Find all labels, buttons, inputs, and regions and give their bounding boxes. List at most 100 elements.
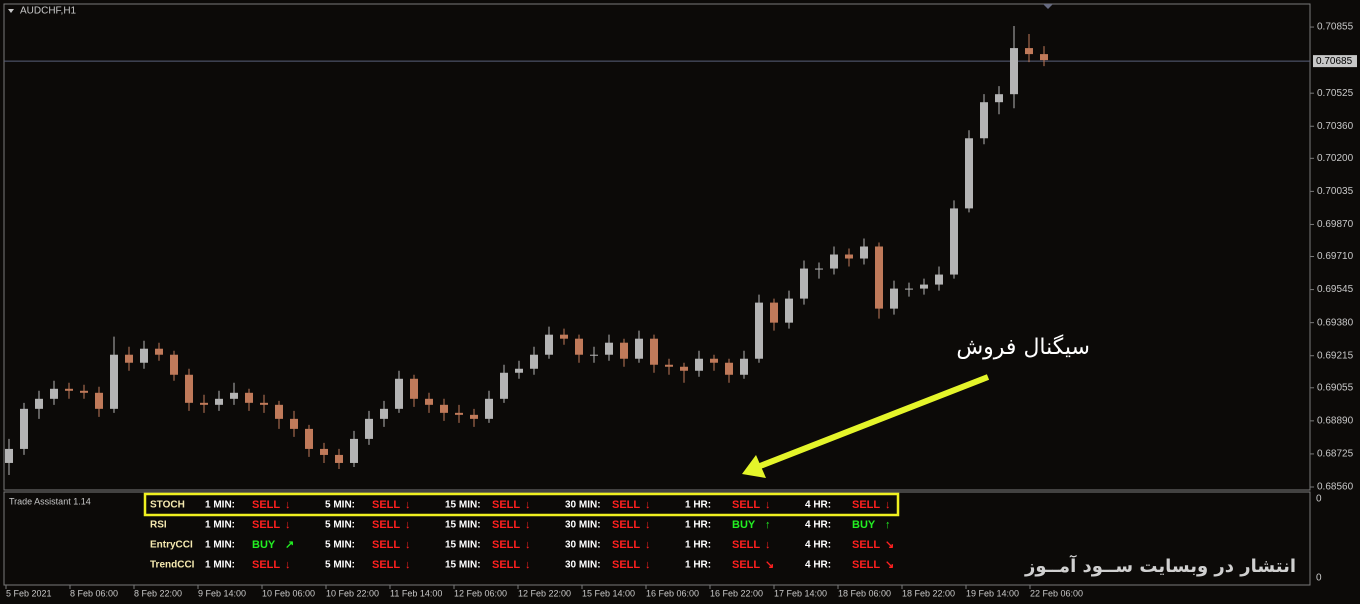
- y-tick-label: 0.70525: [1317, 88, 1354, 99]
- candle-body: [425, 398, 433, 405]
- candle-body: [995, 94, 1003, 103]
- candle-body: [305, 428, 313, 449]
- signal: SELL: [252, 519, 280, 531]
- candle-body: [95, 392, 103, 409]
- signal-arrow: ↓: [285, 499, 291, 511]
- x-tick-label: 19 Feb 14:00: [966, 588, 1019, 598]
- indicator-name: RSI: [150, 520, 167, 531]
- timeframe: 1 HR:: [685, 520, 711, 531]
- signal-arrow: ↓: [285, 559, 291, 571]
- indicator-name: EntryCCI: [150, 540, 193, 551]
- annotation-arrow: [758, 374, 990, 469]
- signal-arrow: ↓: [645, 539, 651, 551]
- signal: SELL: [732, 559, 760, 571]
- candle-body: [830, 254, 838, 269]
- signal-arrow: ↓: [405, 499, 411, 511]
- signal: BUY: [252, 539, 276, 551]
- candle-body: [800, 268, 808, 299]
- timeframe: 4 HR:: [805, 540, 831, 551]
- timeframe: 4 HR:: [805, 520, 831, 531]
- candle-body: [545, 334, 553, 355]
- candle-body: [35, 398, 43, 409]
- annotation: سیگنال فروش: [956, 334, 1090, 360]
- x-tick-label: 16 Feb 22:00: [710, 588, 763, 598]
- y-tick-label: 0.69710: [1317, 251, 1354, 262]
- annotation-arrowhead: [742, 455, 766, 478]
- candle-body: [230, 392, 238, 399]
- candle-body: [350, 438, 358, 463]
- chart-frame: [3, 3, 1311, 491]
- candle-body: [875, 246, 883, 309]
- candle-body: [215, 398, 223, 405]
- signal-arrow: ↓: [765, 539, 771, 551]
- timeframe: 15 MIN:: [445, 520, 481, 531]
- candle-body: [320, 448, 328, 455]
- candle-body: [890, 288, 898, 309]
- timeframe: 15 MIN:: [445, 560, 481, 571]
- candle-body: [380, 408, 388, 419]
- candle-body: [80, 390, 88, 393]
- signal: SELL: [612, 499, 640, 511]
- signal: BUY: [732, 519, 756, 531]
- timeframe: 1 MIN:: [205, 560, 235, 571]
- y-tick-label: 0.69380: [1317, 317, 1354, 328]
- y-tick-label: 0.68890: [1317, 415, 1354, 426]
- candle-body: [65, 388, 73, 391]
- timeframe: 1 HR:: [685, 560, 711, 571]
- signal-arrow: ↓: [405, 519, 411, 531]
- price-label: 0.70685: [1316, 56, 1353, 67]
- watermark: انتشار در وبسایت ســود آمــوز: [1024, 554, 1296, 577]
- x-tick-label: 17 Feb 14:00: [774, 588, 827, 598]
- x-tick-label: 8 Feb 22:00: [134, 588, 182, 598]
- candle-body: [140, 348, 148, 363]
- candle-body: [365, 418, 373, 439]
- candle-body: [575, 338, 583, 355]
- y-tick-label: 0.69870: [1317, 219, 1354, 230]
- signal: SELL: [612, 559, 640, 571]
- candle-body: [845, 254, 853, 259]
- timeframe: 1 HR:: [685, 500, 711, 511]
- signal: SELL: [252, 499, 280, 511]
- signal: SELL: [852, 559, 880, 571]
- y-tick-label: 0.70360: [1317, 121, 1354, 132]
- signal-arrow: ↓: [525, 539, 531, 551]
- candle-body: [620, 342, 628, 359]
- y-tick-label: 0.70855: [1317, 22, 1354, 33]
- signal: SELL: [492, 519, 520, 531]
- signal-arrow: ↗: [285, 539, 294, 551]
- candle-body: [815, 268, 823, 270]
- symbol-label: AUDCHF,H1: [20, 6, 77, 17]
- candle-body: [410, 378, 418, 399]
- menu-triangle[interactable]: [8, 9, 14, 13]
- timeframe: 1 HR:: [685, 540, 711, 551]
- shift-marker: [1043, 4, 1053, 9]
- x-tick-label: 8 Feb 06:00: [70, 588, 118, 598]
- signal-arrow: ↘: [885, 539, 894, 551]
- candle-body: [980, 102, 988, 139]
- signal-arrow: ↓: [645, 559, 651, 571]
- candle-body: [635, 338, 643, 359]
- signal-arrow: ↓: [645, 519, 651, 531]
- x-tick-label: 18 Feb 22:00: [902, 588, 955, 598]
- candle-body: [1040, 54, 1048, 61]
- signal-arrow: ↓: [525, 499, 531, 511]
- candle-body: [125, 354, 133, 363]
- signal: SELL: [492, 499, 520, 511]
- signal: SELL: [372, 559, 400, 571]
- signal: SELL: [372, 499, 400, 511]
- signal-arrow: ↓: [405, 539, 411, 551]
- timeframe: 30 MIN:: [565, 500, 601, 511]
- signal-arrow: ↓: [525, 559, 531, 571]
- candle-body: [560, 334, 568, 339]
- signal: SELL: [852, 499, 880, 511]
- candle-body: [860, 246, 868, 259]
- y-tick-label: 0.69215: [1317, 350, 1354, 361]
- candle-body: [605, 342, 613, 355]
- timeframe: 30 MIN:: [565, 560, 601, 571]
- timeframe: 5 MIN:: [325, 500, 355, 511]
- signal-arrow: ↓: [645, 499, 651, 511]
- timeframe: 5 MIN:: [325, 520, 355, 531]
- candle-body: [650, 338, 658, 365]
